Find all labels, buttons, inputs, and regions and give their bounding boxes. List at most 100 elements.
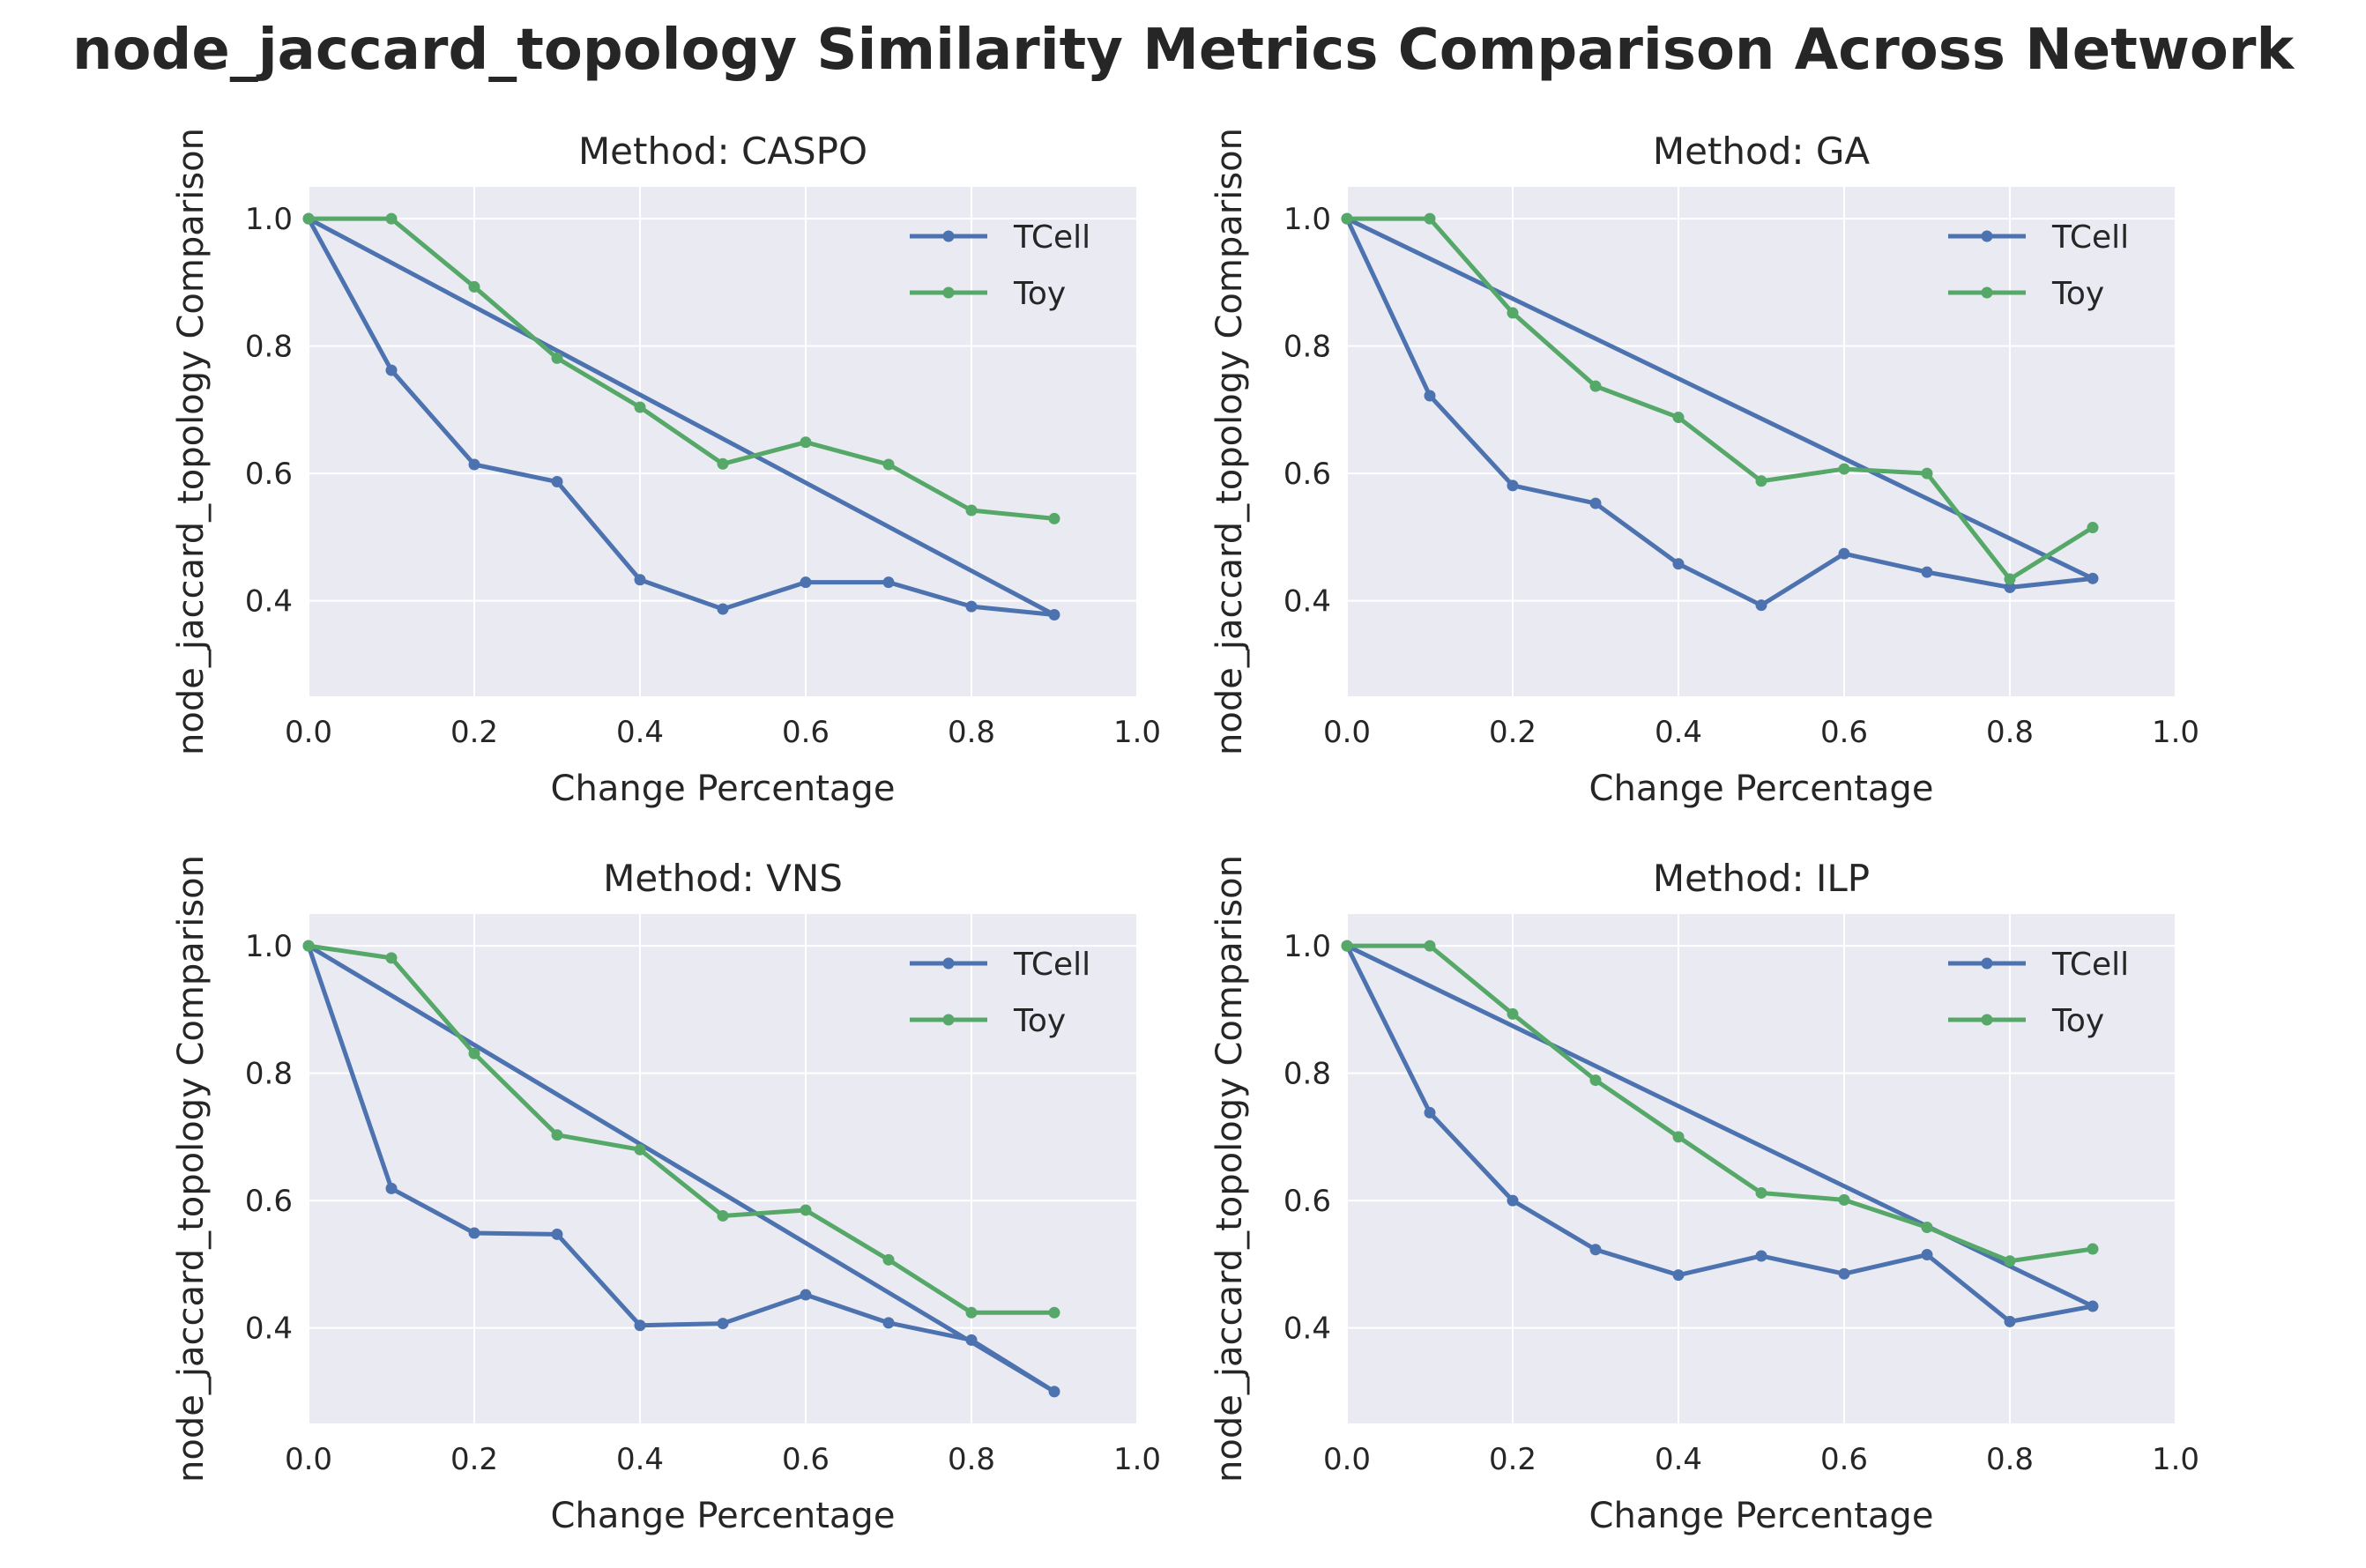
data-point bbox=[1672, 1131, 1685, 1143]
x-tick-label: 1.0 bbox=[2152, 1442, 2199, 1477]
x-tick-label: 1.0 bbox=[2152, 715, 2199, 750]
data-point bbox=[1921, 1249, 1933, 1261]
x-tick-label: 0.2 bbox=[1489, 1442, 1536, 1477]
data-point bbox=[1755, 599, 1767, 612]
y-tick-label: 0.4 bbox=[1283, 584, 1331, 620]
legend-marker-tcell bbox=[942, 230, 955, 242]
data-point bbox=[385, 1182, 398, 1194]
data-point bbox=[1838, 1267, 1850, 1280]
plot-area-ga bbox=[1347, 187, 2176, 696]
x-tick-label: 0.6 bbox=[1820, 715, 1868, 750]
data-point bbox=[1672, 412, 1685, 424]
data-point bbox=[965, 1306, 978, 1319]
data-point bbox=[1838, 463, 1850, 475]
legend-marker-toy bbox=[1981, 286, 1993, 299]
data-point bbox=[634, 401, 646, 413]
data-point bbox=[468, 458, 480, 471]
panel-title: Method: GA bbox=[1653, 130, 1871, 173]
x-tick-label: 0.8 bbox=[948, 1442, 995, 1477]
x-tick-label: 0.0 bbox=[285, 715, 332, 750]
data-point bbox=[1048, 609, 1060, 621]
series-tcell bbox=[302, 940, 1060, 1398]
data-point bbox=[1048, 1386, 1060, 1398]
x-axis-label: Change Percentage bbox=[1589, 1496, 1934, 1536]
data-point bbox=[551, 1129, 563, 1141]
y-tick-label: 0.8 bbox=[1283, 330, 1331, 365]
data-point bbox=[717, 1318, 729, 1330]
data-point bbox=[2004, 573, 2016, 585]
y-tick-label: 0.8 bbox=[245, 330, 293, 365]
data-point bbox=[1589, 1074, 1602, 1087]
legend-marker-tcell bbox=[1981, 957, 1993, 970]
data-point bbox=[1589, 497, 1602, 509]
data-point bbox=[551, 476, 563, 488]
data-point bbox=[1341, 940, 1353, 952]
legend-marker-tcell bbox=[942, 957, 955, 970]
y-tick-label: 0.6 bbox=[245, 1184, 293, 1219]
panel-title: Method: ILP bbox=[1653, 857, 1870, 900]
panel-ilp: 0.0 0.2 0.4 0.6 0.8 1.0 0.4 0.6 0.8 1.0 Method: IL… bbox=[1209, 855, 2199, 1536]
panels: 0.0 0.2 0.4 0.6 0.8 1.0 0.4 0.6 0.8 1.0 Method: CA… bbox=[171, 128, 2199, 1536]
y-tick-label: 1.0 bbox=[245, 202, 293, 237]
data-point bbox=[385, 364, 398, 376]
series-toy bbox=[1341, 212, 2099, 585]
plot-area-caspo bbox=[309, 187, 1137, 696]
y-tick-label: 0.6 bbox=[1283, 457, 1331, 492]
legend-caspo: TCell Toy bbox=[910, 219, 1090, 312]
series-toy bbox=[302, 212, 1060, 524]
series-toy bbox=[302, 940, 1060, 1319]
legend-label-tcell: TCell bbox=[2051, 947, 2129, 983]
data-point bbox=[634, 574, 646, 586]
data-point bbox=[302, 212, 315, 225]
x-tick-label: 0.6 bbox=[782, 715, 830, 750]
legend-ilp: TCell Toy bbox=[1948, 947, 2129, 1039]
series-tcell bbox=[1341, 212, 2099, 612]
data-point bbox=[2004, 1315, 2016, 1327]
legend-marker-toy bbox=[1981, 1014, 1993, 1026]
data-point bbox=[882, 1317, 895, 1329]
x-tick-label: 0.0 bbox=[1323, 1442, 1371, 1477]
data-point bbox=[468, 280, 480, 293]
data-point bbox=[717, 457, 729, 470]
y-tick-label: 0.6 bbox=[245, 457, 293, 492]
data-point bbox=[1672, 1269, 1685, 1282]
y-axis-label: node_jaccard_topology Comparison bbox=[1209, 128, 1250, 755]
x-tick-label: 0.4 bbox=[616, 715, 664, 750]
panel-vns: 0.0 0.2 0.4 0.6 0.8 1.0 0.4 0.6 0.8 1.0 Method: VN… bbox=[171, 855, 1161, 1536]
data-point bbox=[1755, 1186, 1767, 1199]
data-point bbox=[2087, 1243, 2099, 1255]
data-point bbox=[800, 1289, 812, 1301]
data-point bbox=[634, 1143, 646, 1156]
figure-title: node_jaccard_topology Similarity Metrics… bbox=[72, 18, 2295, 83]
data-point bbox=[1424, 1106, 1436, 1118]
legend-marker-tcell bbox=[1981, 230, 1993, 242]
data-point bbox=[2087, 1300, 2099, 1312]
data-point bbox=[717, 603, 729, 615]
x-tick-label: 1.0 bbox=[1113, 1442, 1161, 1477]
series-line-toy bbox=[1347, 216, 2094, 582]
legend-label-toy: Toy bbox=[1013, 1003, 1066, 1039]
data-point bbox=[1921, 467, 1933, 479]
x-tick-label: 0.8 bbox=[948, 715, 995, 750]
x-tick-label: 1.0 bbox=[1113, 715, 1161, 750]
legend-marker-toy bbox=[942, 1014, 955, 1026]
y-tick-label: 0.6 bbox=[1283, 1184, 1331, 1219]
data-point bbox=[302, 940, 315, 952]
data-point bbox=[1048, 1306, 1060, 1319]
x-tick-label: 0.8 bbox=[1986, 715, 2034, 750]
x-tick-label: 0.6 bbox=[782, 1442, 830, 1477]
legend-label-toy: Toy bbox=[1013, 276, 1066, 312]
data-point bbox=[965, 600, 978, 613]
data-point bbox=[882, 576, 895, 589]
panel-caspo: 0.0 0.2 0.4 0.6 0.8 1.0 0.4 0.6 0.8 1.0 Method: CA… bbox=[171, 128, 1161, 809]
legend-label-toy: Toy bbox=[2051, 1003, 2104, 1039]
data-point bbox=[634, 1319, 646, 1332]
data-point bbox=[1424, 940, 1436, 952]
data-point bbox=[1921, 566, 1933, 578]
y-axis-label: node_jaccard_topology Comparison bbox=[171, 128, 212, 755]
y-axis-label: node_jaccard_topology Comparison bbox=[1209, 855, 1250, 1483]
panel-title: Method: CASPO bbox=[578, 130, 867, 173]
x-tick-label: 0.0 bbox=[285, 1442, 332, 1477]
legend-marker-toy bbox=[942, 286, 955, 299]
